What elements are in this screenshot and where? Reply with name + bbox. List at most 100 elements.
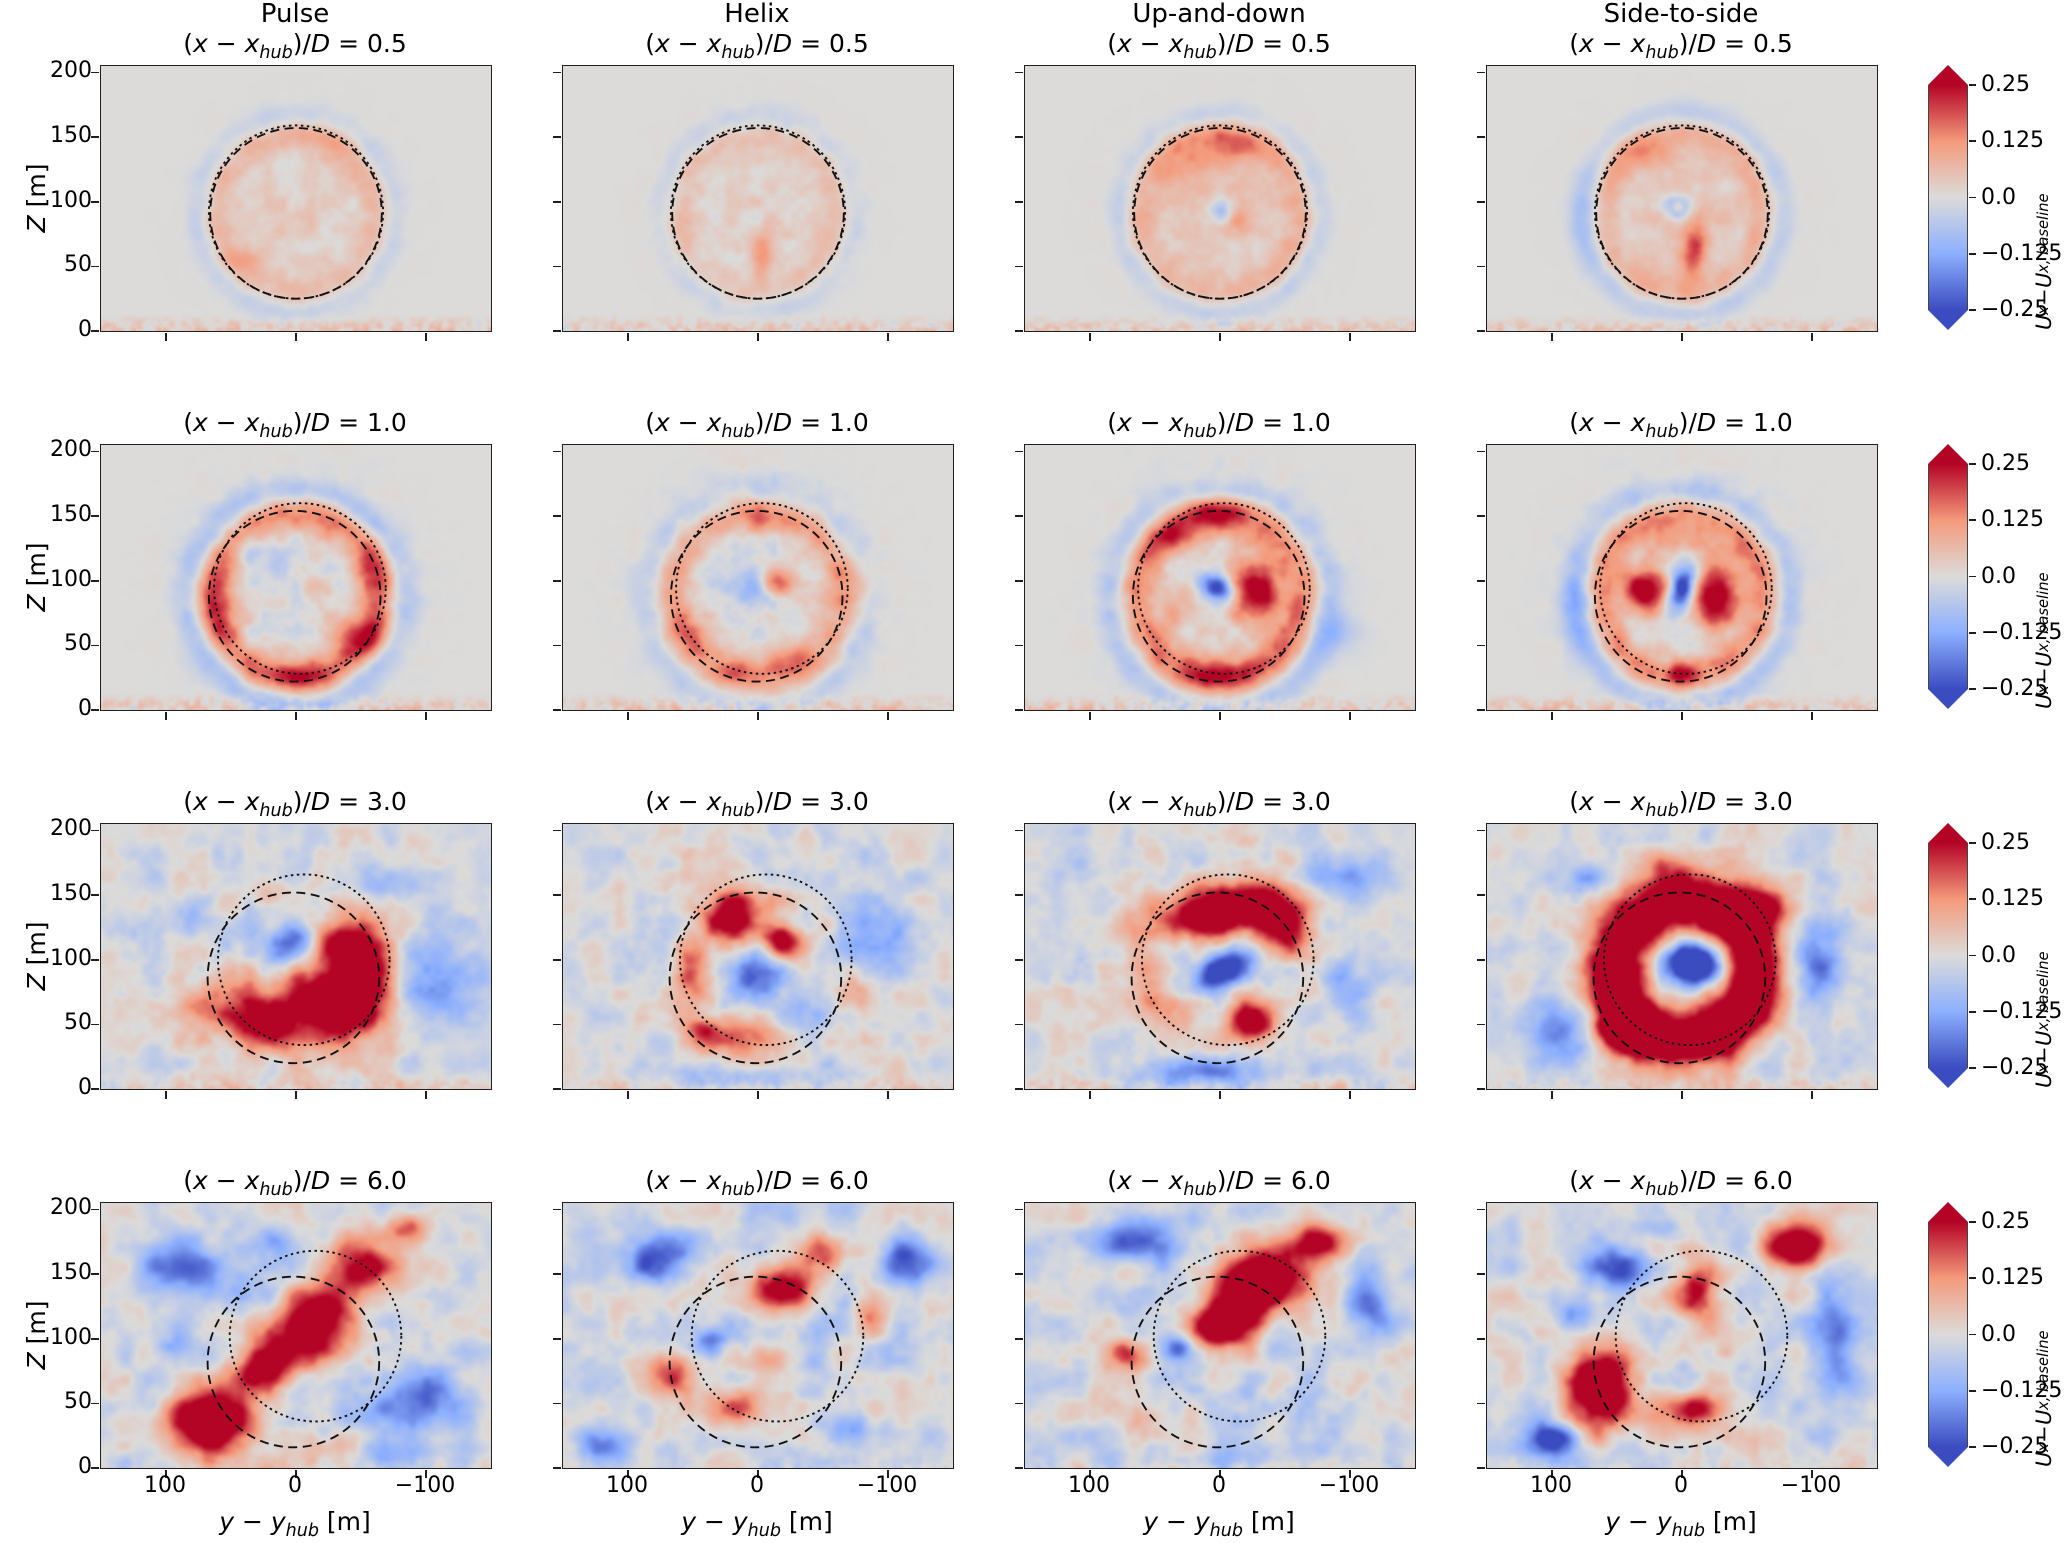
y-tick-mark	[91, 1088, 100, 1090]
y-tick-label: 100	[50, 566, 92, 592]
panel-cell: (x − xhub)/D = 6.0 100 0 −100 y − yhub [m]	[1015, 1090, 1416, 1540]
y-tick-mark	[91, 1402, 100, 1405]
x-tick-mark	[1551, 711, 1553, 720]
rotor-dashed-circle	[1592, 1275, 1767, 1449]
colorbar-over-arrow	[1928, 65, 1968, 85]
panel-title-box: (x − xhub)/D = 6.0	[100, 1090, 490, 1202]
y-tick-mark	[91, 579, 100, 582]
x-tick-label: 100	[144, 1473, 186, 1498]
y-tick-mark	[553, 829, 562, 832]
y-tick-mark	[553, 644, 562, 647]
distance-title: (x − xhub)/D = 6.0	[645, 1166, 869, 1200]
heatmap-panel-pulse-3D	[91, 823, 492, 1099]
x-tick-mark	[887, 332, 889, 341]
strategy-title: Side-to-side	[1603, 0, 1759, 29]
x-tick-mark	[1551, 1469, 1553, 1478]
rotor-dashed-circle	[1595, 127, 1769, 300]
y-tick-mark	[553, 1273, 562, 1275]
x-tick-mark	[1089, 711, 1091, 720]
rotor-dashed-circle	[206, 891, 381, 1065]
heatmap-panel-side-to-side-3D	[1477, 823, 1878, 1099]
heatmap-panel-helix-0.5D	[553, 65, 954, 341]
rotor-dotted-circle	[228, 1249, 403, 1423]
y-tick-mark	[553, 1402, 562, 1405]
colorbar-tick-label: 0.25	[1981, 72, 2030, 97]
rotor-dotted-circle	[1593, 124, 1771, 300]
distance-title: (x − xhub)/D = 3.0	[1107, 787, 1331, 821]
y-tick-mark	[1477, 1337, 1486, 1340]
rotor-circles-overlay	[1592, 873, 1777, 1065]
y-tick-mark	[1477, 200, 1486, 203]
heatmap-panel-up-and-down-3D	[1015, 823, 1416, 1099]
x-tick-mark	[1551, 332, 1553, 341]
x-tick-label: −100	[856, 1473, 918, 1498]
panel-title-box: Helix (x − xhub)/D = 0.5	[562, 0, 952, 65]
x-axis-label: y − yhub [m]	[1605, 1507, 1757, 1541]
y-tick-mark	[553, 894, 562, 896]
figure-row-1D: Z [m] 0 50 100 150 200 (x − xhub)/D = 1.0 (x − …	[0, 332, 2067, 721]
distance-title: (x − xhub)/D = 0.5	[1107, 29, 1331, 63]
rotor-dotted-circle	[1152, 1249, 1327, 1423]
y-axis-label: Z [m]	[21, 1300, 51, 1369]
x-tick-mark	[627, 711, 629, 720]
x-tick-mark	[757, 332, 759, 341]
distance-title: (x − xhub)/D = 0.5	[183, 29, 407, 63]
colorbar-tick-label: −0.25	[1981, 676, 2049, 701]
y-tick-mark	[1015, 829, 1024, 832]
heatmap-panel-helix-6D	[553, 1202, 954, 1478]
distance-title: (x − xhub)/D = 1.0	[645, 408, 869, 442]
y-tick-mark	[91, 1023, 100, 1026]
colorbar-over-arrow	[1928, 1202, 1968, 1222]
y-tick-mark	[1477, 829, 1486, 832]
y-tick-label: 200	[50, 58, 92, 84]
colorbar-tick	[1969, 519, 1976, 522]
heatmap-canvas	[563, 1203, 953, 1468]
x-tick-mark	[627, 1469, 629, 1478]
rotor-dotted-circle	[669, 124, 847, 300]
x-tick-mark	[425, 1469, 427, 1478]
rotor-dashed-circle	[209, 127, 383, 300]
y-tick-mark	[1477, 579, 1486, 582]
rotor-dashed-circle	[1133, 127, 1307, 300]
x-tick-label: 0	[1674, 1473, 1688, 1498]
x-tick-mark	[1089, 332, 1091, 341]
y-tick-mark	[91, 1273, 100, 1275]
heatmap-canvas	[1487, 445, 1877, 710]
y-tick-mark	[1015, 200, 1024, 203]
y-tick-mark	[91, 894, 100, 896]
y-tick-mark	[1015, 894, 1024, 896]
colorbar-tick-label: 0.125	[1981, 128, 2044, 154]
panel-title-box: Side-to-side (x − xhub)/D = 0.5	[1486, 0, 1876, 65]
colorbar-tick	[1969, 688, 1976, 690]
y-tick-mark	[1477, 894, 1486, 896]
x-tick-mark	[1551, 1090, 1553, 1099]
y-axis-gutter: Z [m] 0 50 100 150 200	[0, 8, 100, 342]
figure-row-0.5D: Z [m] 0 50 100 150 200 Pulse (x − xhub)/D = 0.5…	[0, 0, 2067, 342]
panel-title-box: (x − xhub)/D = 1.0	[562, 332, 952, 444]
y-tick-label: 0	[78, 1454, 92, 1479]
colorbar-tick	[1969, 1221, 1976, 1223]
heatmap-panel-helix-3D	[553, 823, 954, 1099]
panel-title-box: Pulse (x − xhub)/D = 0.5	[100, 0, 490, 65]
colorbar-tick-label: −0.125	[1981, 998, 2063, 1024]
y-tick-mark	[91, 1337, 100, 1340]
y-tick-label: 0	[78, 1075, 92, 1100]
x-tick-mark	[1681, 1469, 1683, 1478]
y-tick-mark	[1015, 1208, 1024, 1211]
rotor-circles-overlay	[206, 873, 391, 1065]
x-tick-mark	[1349, 1469, 1351, 1478]
heatmap-canvas	[563, 445, 953, 710]
rotor-dotted-circle	[1131, 124, 1309, 300]
y-tick-mark	[1477, 1208, 1486, 1211]
colorbar-over-arrow	[1928, 444, 1968, 464]
rotor-dotted-circle	[207, 124, 385, 300]
colorbar-tick	[1969, 575, 1976, 578]
y-tick-label: 150	[50, 502, 92, 528]
y-tick-mark	[1015, 136, 1024, 138]
y-tick-label: 100	[50, 187, 92, 213]
colorbar-tick-label: −0.125	[1981, 240, 2063, 266]
colorbar-tick	[1969, 196, 1976, 199]
rotor-circles-overlay	[1593, 502, 1773, 683]
